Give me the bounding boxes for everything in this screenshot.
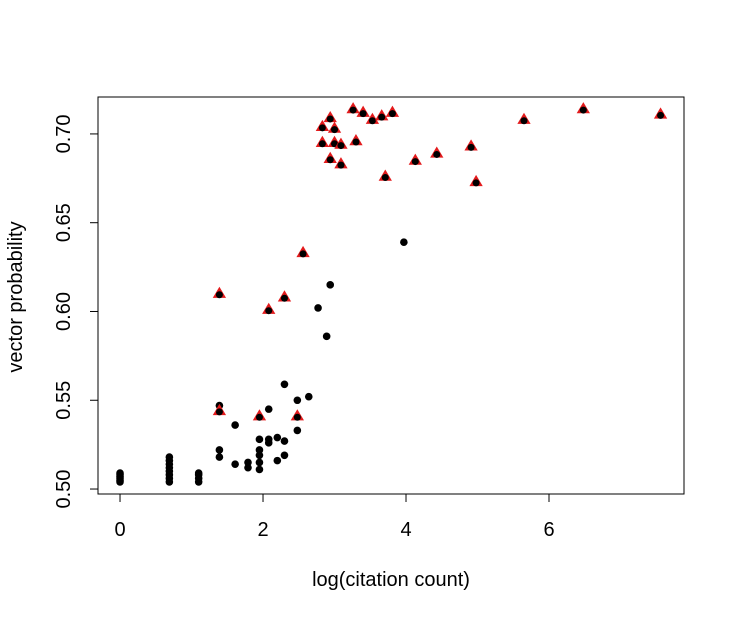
point [388,110,396,118]
point [231,421,239,429]
point [318,140,326,148]
point [280,294,288,302]
y-tick-label: 0.70 [53,114,75,153]
y-tick-label: 0.55 [53,381,75,420]
y-axis-label: vector probability [5,221,27,372]
point [326,115,334,123]
plot-box [97,96,685,495]
point [378,113,386,121]
point [255,458,264,467]
x-tick-label: 6 [543,519,554,541]
point [467,143,475,151]
point [331,126,339,134]
point [411,158,419,166]
point [293,396,302,405]
point [520,117,528,125]
point [326,156,334,164]
point [280,437,289,445]
point [349,106,357,114]
point [255,435,264,444]
point [472,179,480,187]
x-tick-label: 0 [114,519,125,541]
point [273,456,282,465]
point [352,138,360,146]
point [368,117,376,125]
point [264,405,273,413]
x-tick-label: 2 [257,519,268,541]
point [304,392,313,401]
point [657,111,665,119]
point [116,469,124,477]
point [314,304,322,312]
y-tick-label: 0.50 [53,470,75,509]
point [215,408,223,416]
point [165,453,174,461]
point [381,174,389,182]
point [244,458,252,467]
point [337,142,345,150]
point [579,106,587,114]
point [194,469,203,477]
x-axis-label: log(citation count) [312,569,470,591]
point [280,380,289,389]
point [400,238,408,247]
point [255,451,264,460]
y-tick-label: 0.60 [53,292,75,331]
point [215,291,223,299]
point [359,110,367,118]
point [322,332,331,341]
point [244,463,252,472]
point [255,446,264,454]
point [433,150,441,158]
y-tick-label: 0.65 [53,203,75,242]
point [326,281,335,289]
point [215,453,224,461]
x-tick-label: 4 [400,519,411,541]
point [337,161,345,169]
point [318,124,326,132]
point [273,433,282,442]
point [265,307,273,315]
point [293,426,302,435]
point [299,250,307,258]
point [215,446,224,454]
point [255,413,263,421]
point [264,439,273,447]
point [280,451,289,460]
point [231,460,239,468]
point [293,413,301,421]
point [255,465,264,474]
